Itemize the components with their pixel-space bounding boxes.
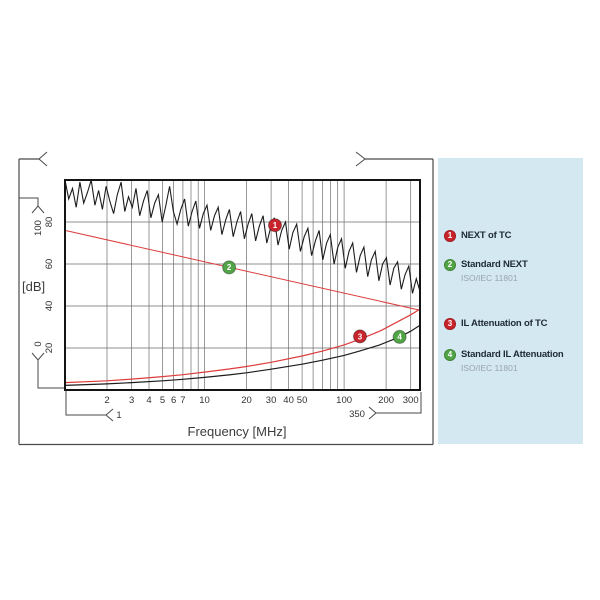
frame-arrow-right-icon — [355, 151, 366, 167]
x-tick-label: 200 — [378, 395, 394, 406]
callout-arrow-y-bottom-icon — [31, 352, 45, 361]
legend-badge-1: 1 — [444, 230, 456, 242]
x-tick-label: 300 — [403, 395, 419, 406]
legend-item-standard-il-attenuation: 4 Standard IL Attenuation ISO/IEC 11801 — [444, 349, 564, 374]
legend-item-standard-next: 2 Standard NEXT ISO/IEC 11801 — [444, 259, 528, 284]
x-tick-label: 20 — [241, 395, 252, 406]
legend-panel: 1 NEXT of TC 2 Standard NEXT ISO/IEC 118… — [438, 158, 583, 444]
y-tick-label: 60 — [44, 259, 55, 270]
chart-marker-number-2: 2 — [227, 263, 232, 272]
x-tick-label: 30 — [266, 395, 277, 406]
y-tick-label: 20 — [44, 343, 55, 354]
chart-marker-number-3: 3 — [358, 332, 363, 341]
callout-leader-x-right — [376, 392, 422, 414]
legend-sublabel-2: ISO/IEC 11801 — [461, 273, 518, 283]
chart-marker-1 — [268, 218, 282, 233]
callout-leader-x-left — [65, 391, 106, 416]
legend-label-2: Standard NEXT — [461, 259, 528, 270]
plot-border — [64, 179, 421, 391]
y-tick-label: 80 — [44, 217, 55, 228]
x-tick-label: 3 — [129, 395, 134, 406]
outer-frame — [18, 159, 434, 446]
callout-arrow-x-left-icon — [105, 408, 114, 422]
x-axis-title: Frequency [MHz] — [187, 424, 287, 439]
legend-item-il-attenuation-of-tc: 3 IL Attenuation of TC — [444, 318, 547, 330]
legend-badge-4: 4 — [444, 349, 456, 361]
y-max-callout-label: 100 — [33, 220, 44, 236]
x-max-callout-label: 350 — [349, 409, 365, 420]
chart-marker-4 — [392, 329, 407, 344]
legend-sublabel-4: ISO/IEC 11801 — [461, 363, 518, 373]
callout-arrow-x-right-icon — [368, 406, 377, 420]
x-tick-label: 100 — [336, 395, 352, 406]
frame-arrow-left-icon — [38, 151, 48, 167]
series-standard-next — [64, 229, 421, 311]
legend-label-1: NEXT of TC — [461, 230, 512, 241]
y-axis-unit-label: [dB] — [22, 279, 46, 294]
x-tick-label: 2 — [104, 395, 109, 406]
x-tick-label: 40 — [283, 395, 294, 406]
chart-marker-number-4: 4 — [397, 333, 402, 342]
x-tick-label: 5 — [160, 395, 165, 406]
x-tick-label: 7 — [180, 395, 185, 406]
legend-label-3: IL Attenuation of TC — [461, 318, 548, 329]
chart-marker-3 — [353, 329, 367, 344]
x-tick-label: 4 — [146, 395, 151, 406]
callout-leader-y-bottom — [37, 360, 64, 389]
legend-badge-2: 2 — [444, 259, 456, 271]
chart-marker-2 — [222, 260, 237, 275]
callout-leader-y-top — [19, 197, 39, 206]
x-tick-label: 10 — [199, 395, 210, 406]
series-il-attenuation-of-tc — [64, 308, 421, 384]
series-next-of-tc — [64, 179, 421, 294]
y-tick-label: 40 — [44, 301, 55, 312]
legend-item-next-of-tc: 1 NEXT of TC — [444, 230, 511, 242]
chart-marker-number-1: 1 — [273, 221, 278, 230]
legend-label-4: Standard IL Attenuation — [461, 349, 564, 360]
series-standard-il-attenuation — [64, 324, 421, 386]
legend-badge-3: 3 — [444, 318, 456, 330]
y-min-callout-label: 0 — [33, 341, 44, 346]
x-min-callout-label: 1 — [116, 410, 121, 421]
callout-arrow-y-top-icon — [31, 205, 45, 214]
x-tick-label: 6 — [171, 395, 176, 406]
x-tick-label: 50 — [297, 395, 308, 406]
